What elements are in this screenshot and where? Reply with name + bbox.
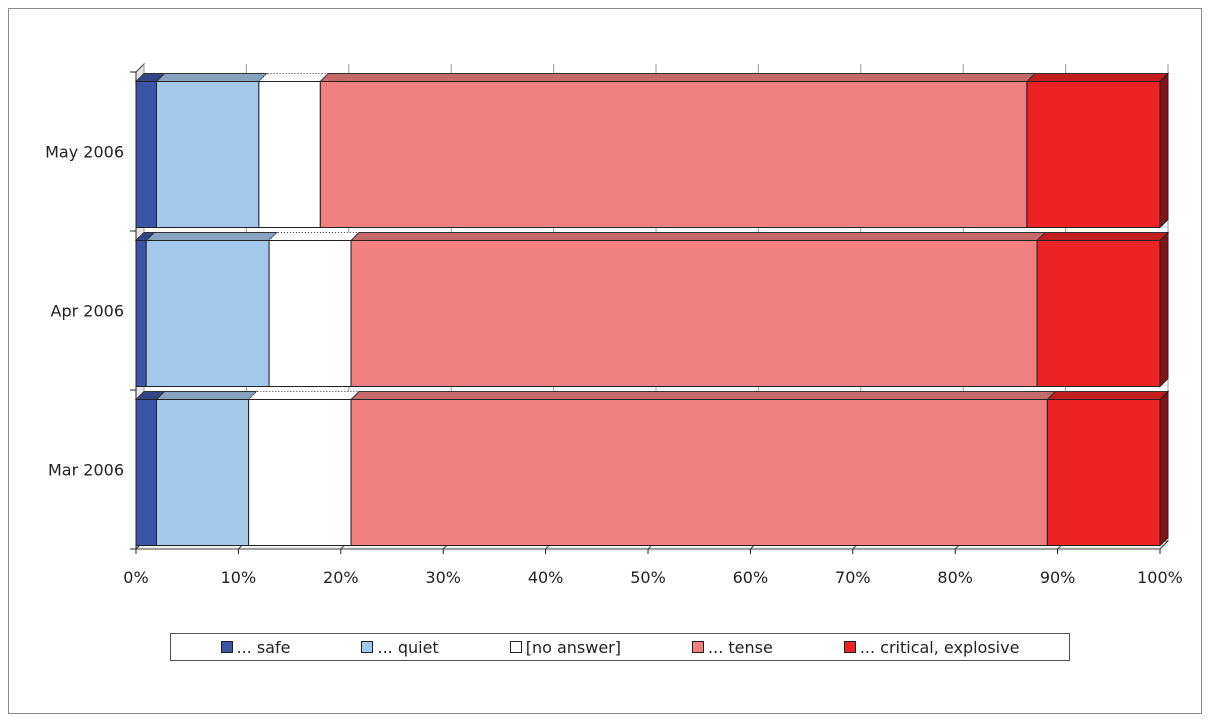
bar-side-face xyxy=(1159,390,1169,547)
bar-segment xyxy=(1026,81,1161,228)
bar-top-face xyxy=(257,73,330,82)
bar-top-face xyxy=(349,232,1047,241)
bar-top-face xyxy=(247,391,361,400)
category-label: Mar 2006 xyxy=(48,461,124,480)
x-tick-label: 0% xyxy=(123,568,148,587)
bar-top-face xyxy=(1046,391,1170,400)
x-tick-label: 10% xyxy=(221,568,257,587)
bar-segment xyxy=(1046,399,1161,546)
bar-segment xyxy=(248,399,352,546)
chart-legend: ... safe ... quiet [no answer] ... tense...… xyxy=(170,633,1070,661)
legend-label: [no answer] xyxy=(525,637,621,657)
legend-swatch xyxy=(692,641,705,653)
bar-segment xyxy=(135,399,157,546)
legend-label: ... tense xyxy=(708,637,773,657)
legend-item: ... critical, explosive xyxy=(843,637,1020,657)
bar-segment xyxy=(319,81,1028,228)
legend-item: ... tense xyxy=(692,638,773,657)
bar-segment xyxy=(135,240,147,387)
legend-swatch xyxy=(509,641,522,653)
legend-item: [no answer] xyxy=(509,637,621,657)
bar-segment xyxy=(145,240,270,387)
bar-side-face xyxy=(1159,72,1169,229)
grid-floor-line xyxy=(1159,540,1169,550)
x-tick-label: 60% xyxy=(733,568,769,587)
bar-top-face xyxy=(145,232,279,241)
legend-label: ... quiet xyxy=(377,637,439,657)
bar-top-face xyxy=(155,73,269,82)
legend-label: ... critical, explosive xyxy=(859,637,1020,657)
bar-top-face xyxy=(1035,232,1170,241)
bar-segment xyxy=(258,81,321,228)
bar-segment xyxy=(155,81,260,228)
bar-top-face xyxy=(349,391,1057,400)
legend-label: ... safe xyxy=(236,637,291,657)
bar-segment xyxy=(268,240,352,387)
bar-top-face xyxy=(319,73,1037,82)
bar-segment xyxy=(350,399,1048,546)
legend-item: ... safe xyxy=(220,637,291,657)
bar-segment xyxy=(135,81,157,228)
x-tick-label: 40% xyxy=(528,568,564,587)
category-label: Apr 2006 xyxy=(51,302,124,321)
x-tick-label: 70% xyxy=(835,568,871,587)
x-tick-label: 20% xyxy=(323,568,359,587)
x-tick-label: 80% xyxy=(937,568,973,587)
x-tick-label: 50% xyxy=(630,568,666,587)
category-label: May 2006 xyxy=(45,143,124,162)
legend-swatch xyxy=(843,641,856,653)
x-tick-label: 90% xyxy=(1040,568,1076,587)
bar-top-face xyxy=(267,232,361,241)
x-tick-label: 100% xyxy=(1137,568,1183,587)
bar-top-face xyxy=(1025,73,1170,82)
legend-swatch xyxy=(361,641,374,653)
bar-segment xyxy=(155,399,250,546)
legend-item: ... quiet xyxy=(361,637,439,657)
bar-side-face xyxy=(1159,231,1169,388)
x-tick-label: 30% xyxy=(425,568,461,587)
bar-segment xyxy=(1036,240,1161,387)
legend-swatch xyxy=(220,641,233,653)
bar-segment xyxy=(350,240,1038,387)
bar-top-face xyxy=(155,391,258,400)
